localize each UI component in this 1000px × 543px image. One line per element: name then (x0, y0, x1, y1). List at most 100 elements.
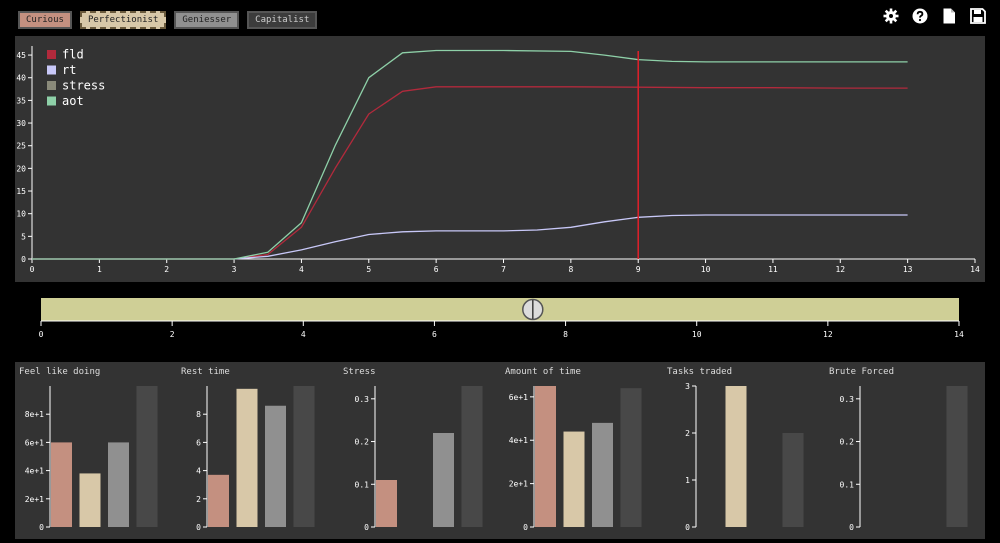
slider-tick-label: 10 (692, 330, 702, 339)
bar-y-tick-label: 0 (196, 523, 201, 532)
y-tick-label: 20 (16, 164, 26, 173)
bar-chart-title: Tasks traded (667, 367, 732, 377)
bar-chart-title: Brute Forced (829, 367, 894, 377)
x-tick-label: 4 (299, 265, 304, 274)
bar-y-tick-label: 0 (364, 523, 369, 532)
time-slider[interactable]: 0 2 4 6 8 10 12 14 (39, 298, 964, 339)
slider-tick-label: 14 (954, 330, 964, 339)
y-tick-label: 15 (16, 187, 26, 196)
y-tick-label: 25 (16, 142, 26, 151)
x-tick-label: 6 (434, 265, 439, 274)
bar-y-tick-label: 2e+1 (509, 480, 528, 489)
bar-y-tick-label: 0.3 (355, 395, 370, 404)
persona-geniesser-button[interactable]: Geniesser (174, 11, 240, 29)
bar (136, 386, 158, 527)
y-tick-label: 45 (16, 51, 26, 60)
bar-y-tick-label: 0 (523, 523, 528, 532)
bar (51, 442, 72, 527)
bar-y-tick-label: 2 (685, 429, 690, 438)
persona-curious-button[interactable]: Curious (18, 11, 72, 29)
series-line-rt (32, 214, 908, 260)
bar-chart-rest-time: Rest time 0 2 4 6 8 (181, 367, 315, 532)
persona-toolbar: Curious Perfectionist Geniesser Capitali… (18, 11, 318, 29)
bar-y-tick-label: 6 (196, 438, 201, 447)
bar-y-tick-label: 0 (39, 523, 44, 532)
bar-charts: Feel like doing 0 2e+1 4e+1 6e+1 8e+1 Rest tim… (19, 367, 968, 532)
x-tick-label: 12 (835, 265, 845, 274)
gear-icon[interactable] (883, 8, 899, 24)
bar-y-tick-label: 0.3 (840, 395, 855, 404)
x-tick-label: 10 (701, 265, 711, 274)
slider-tick-label: 12 (823, 330, 833, 339)
legend-swatch-aot (47, 96, 56, 106)
slider-tick-label: 4 (301, 330, 306, 339)
bar-y-tick-label: 2e+1 (25, 495, 44, 504)
bar (592, 422, 613, 527)
y-tick-label: 35 (16, 96, 26, 105)
bar-y-tick-label: 0.2 (355, 438, 370, 447)
y-tick-label: 10 (16, 210, 26, 219)
bar (265, 405, 286, 527)
bar-y-tick-label: 3 (685, 382, 690, 391)
x-tick-label: 5 (366, 265, 371, 274)
bar-chart-stress: Stress 0 0.1 0.2 0.3 (343, 367, 483, 532)
x-tick-label: 9 (636, 265, 641, 274)
bar (208, 474, 229, 527)
line-chart-panel (15, 36, 985, 282)
x-tick-label: 11 (768, 265, 778, 274)
bar-y-tick-label: 4e+1 (509, 436, 528, 445)
x-tick-label: 7 (501, 265, 506, 274)
x-tick-label: 13 (903, 265, 913, 274)
legend-swatch-fld (47, 50, 56, 59)
bar-y-tick-label: 8 (196, 410, 201, 419)
bar-y-tick-label: 0 (685, 523, 690, 532)
legend-swatch-stress (47, 81, 56, 90)
bar-y-tick-label: 0.2 (840, 438, 855, 447)
bar (79, 473, 101, 527)
bar (563, 431, 585, 527)
persona-capitalist-button[interactable]: Capitalist (247, 11, 318, 29)
legend-label-rt: rt (62, 63, 76, 77)
bar-chart-title: Rest time (181, 367, 230, 377)
bar-y-tick-label: 6e+1 (25, 438, 44, 447)
legend-label-stress: stress (62, 79, 105, 93)
x-tick-label: 2 (164, 265, 169, 274)
y-tick-label: 30 (16, 119, 26, 128)
bar (620, 388, 642, 527)
x-tick-label: 1 (97, 265, 102, 274)
persona-perfectionist-button[interactable]: Perfectionist (79, 11, 167, 29)
bar (782, 433, 804, 527)
icon-toolbar (883, 8, 986, 24)
bar-y-tick-label: 6e+1 (509, 393, 528, 402)
bar-chart-tasks-traded: Tasks traded 0 1 2 3 (667, 367, 804, 532)
bar (236, 388, 258, 527)
legend-label-aot: aot (62, 94, 84, 108)
bar-y-tick-label: 0.1 (840, 480, 855, 489)
bar-y-tick-label: 2 (196, 495, 201, 504)
y-tick-label: 5 (21, 232, 26, 241)
bar-y-tick-label: 1 (685, 476, 690, 485)
bar-charts-panel (15, 362, 985, 539)
bar (108, 442, 129, 527)
bar (433, 433, 454, 527)
save-icon[interactable] (970, 8, 986, 24)
slider-track (41, 298, 959, 321)
x-tick-label: 0 (30, 265, 35, 274)
y-tick-label: 0 (21, 255, 26, 264)
bar-y-tick-label: 0 (849, 523, 854, 532)
line-chart-series (32, 49, 908, 260)
bar-y-tick-label: 4 (196, 467, 201, 476)
y-tick-label: 40 (16, 74, 26, 83)
bar-chart-title: Feel like doing (19, 367, 100, 377)
x-tick-label: 3 (232, 265, 237, 274)
help-icon[interactable] (912, 8, 928, 24)
bar (946, 386, 968, 527)
document-icon[interactable] (941, 8, 957, 24)
slider-tick-label: 6 (432, 330, 437, 339)
slider-tick-label: 2 (170, 330, 175, 339)
bar-y-tick-label: 0.1 (355, 480, 370, 489)
bar-chart-feel-like-doing: Feel like doing 0 2e+1 4e+1 6e+1 8e+1 (19, 367, 158, 532)
bar (725, 386, 747, 527)
